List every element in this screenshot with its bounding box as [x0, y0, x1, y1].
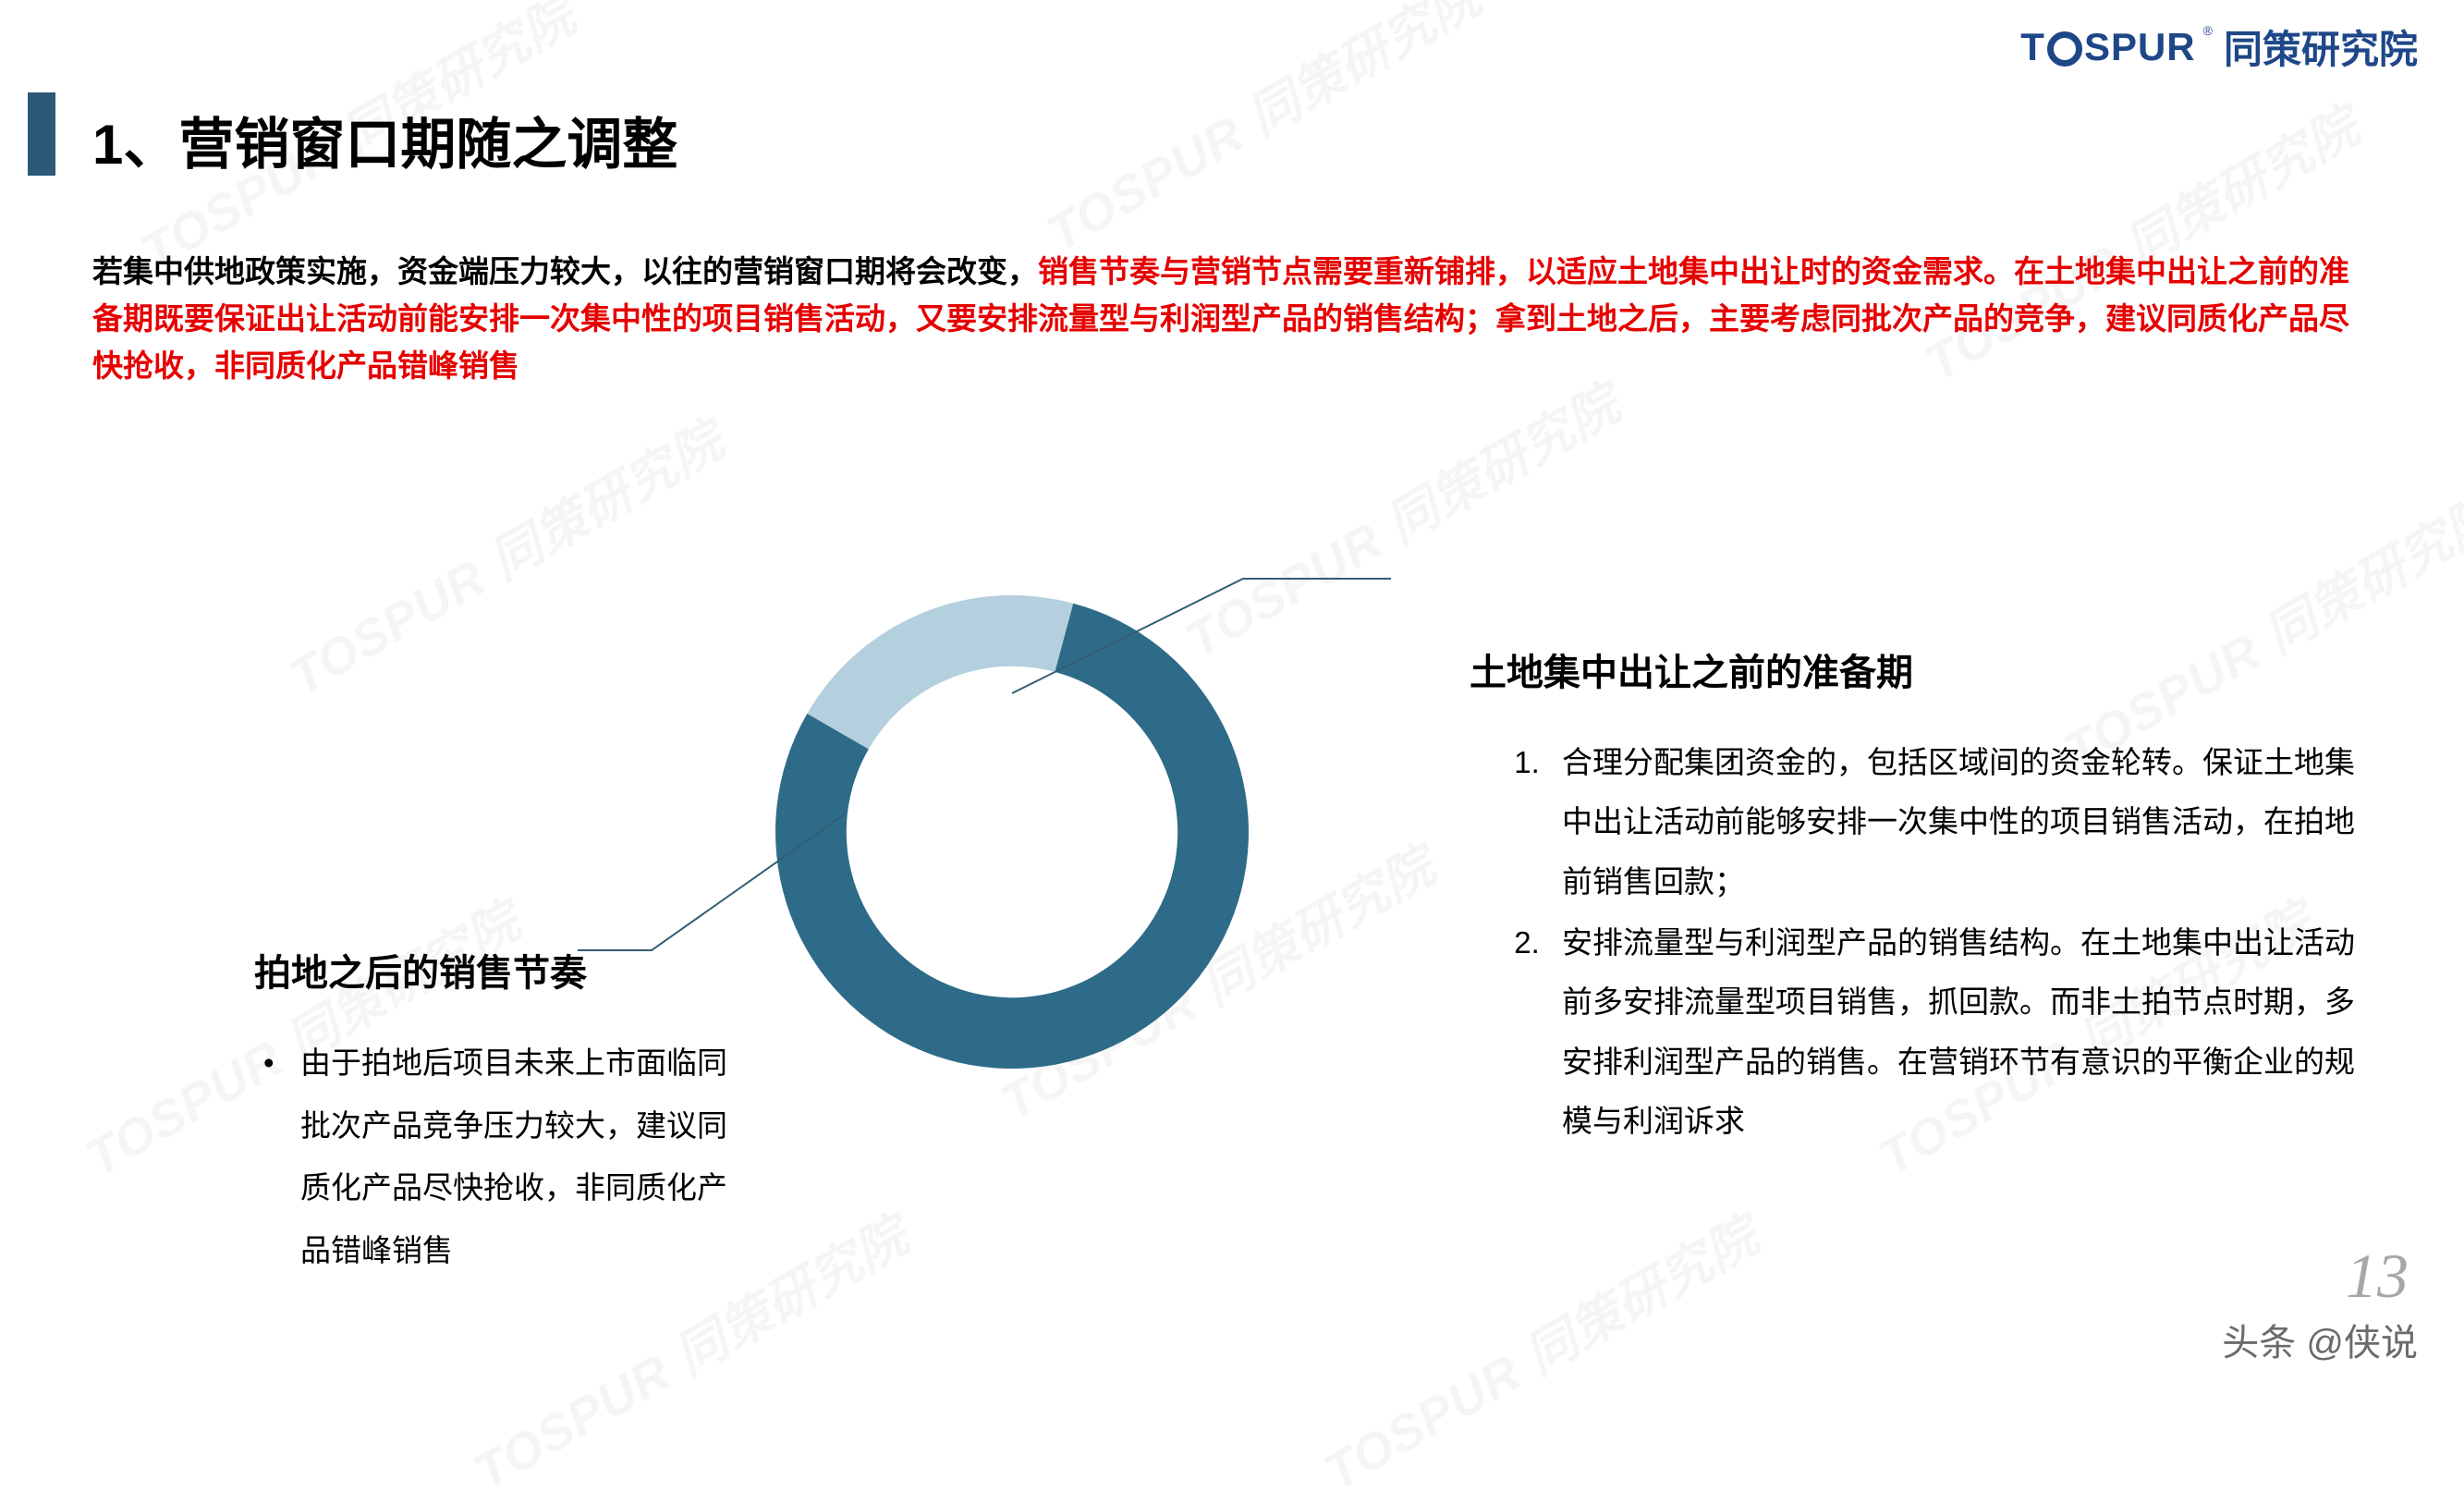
logo-latin: TSPUR [2020, 25, 2195, 69]
right-list: 合理分配集团资金的，包括区域间的资金轮转。保证土地集中出让活动前能够安排一次集中… [1470, 733, 2366, 1151]
left-heading: 拍地之后的销售节奏 [254, 943, 744, 997]
left-body: 由于拍地后项目未来上市面临同批次产品竞争压力较大，建议同质化产品尽快抢收，非同质… [254, 1032, 744, 1282]
intro-paragraph: 若集中供地政策实施，资金端压力较大，以往的营销窗口期将会改变，销售节奏与营销节点… [92, 248, 2375, 389]
right-item-1: 合理分配集团资金的，包括区域间的资金轮转。保证土地集中出让活动前能够安排一次集中… [1548, 733, 2366, 911]
brand-logo: TSPUR ® 同策研究院 [2020, 18, 2418, 75]
donut-svg [772, 592, 1252, 1072]
right-section: 土地集中出让之前的准备期 合理分配集团资金的，包括区域间的资金轮转。保证土地集中… [1470, 642, 2366, 1153]
title-accent-bar [28, 92, 55, 176]
watermark: TOSPUR 同策研究院 [1309, 1195, 1770, 1504]
logo-registered-icon: ® [2203, 23, 2213, 38]
logo-chinese: 同策研究院 [2224, 18, 2418, 75]
footer-credit: 头条 @侠说 [2222, 1313, 2418, 1366]
page-number: 13 [2346, 1240, 2409, 1313]
right-item-2: 安排流量型与利润型产品的销售结构。在土地集中出让活动前多安排流量型项目销售，抓回… [1548, 913, 2366, 1151]
left-section: 拍地之后的销售节奏 由于拍地后项目未来上市面临同批次产品竞争压力较大，建议同质化… [254, 943, 744, 1282]
watermark: TOSPUR 同策研究院 [1031, 0, 1493, 265]
right-heading: 土地集中出让之前的准备期 [1470, 642, 2366, 696]
intro-lead: 若集中供地政策实施，资金端压力较大，以往的营销窗口期将会改变， [92, 254, 1038, 288]
watermark: TOSPUR 同策研究院 [274, 400, 735, 710]
logo-ring-icon [2047, 31, 2082, 67]
ring-segment [807, 595, 1073, 749]
donut-ring [772, 592, 1252, 1072]
page-title: 1、营销窗口期随之调整 [92, 100, 677, 180]
